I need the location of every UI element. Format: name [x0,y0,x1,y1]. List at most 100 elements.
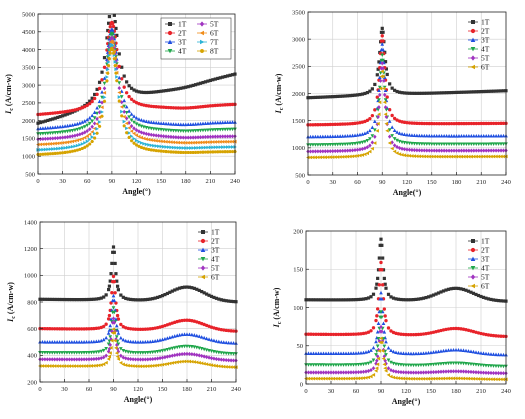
data-point [100,110,104,114]
data-point [397,145,402,151]
data-point [90,96,94,100]
data-point [128,357,133,362]
data-point [112,13,116,17]
data-point [331,370,336,375]
panel-2-x-axis-label: Angle(°) [393,188,422,197]
data-point [60,357,64,362]
data-point [374,368,378,373]
data-point [87,327,91,331]
data-point [338,142,343,147]
data-point [41,112,45,116]
data-point [114,67,118,72]
data-point [60,297,64,302]
legend-label: 1T [481,18,490,27]
panel-1-series-1T [36,13,237,125]
data-point [75,127,80,132]
data-point [48,297,52,301]
data-point [363,152,367,157]
data-point [105,75,109,79]
y-tick-label: 5000 [22,11,35,18]
data-point [175,352,179,357]
data-point [55,297,59,302]
data-point [65,150,70,154]
data-point [133,364,138,368]
data-point [117,81,122,85]
data-point [469,376,473,381]
data-point [469,290,473,294]
data-point [311,123,315,127]
data-point [501,121,506,126]
data-point [318,95,322,99]
data-point [85,103,89,108]
panel-1-series-2T [36,20,237,117]
data-point [384,318,388,323]
data-point [469,148,474,153]
data-point [119,335,123,340]
data-point [461,327,466,331]
data-point [328,95,332,99]
data-point [318,149,323,154]
data-point [477,148,481,153]
data-point [432,91,436,95]
data-point [97,124,102,128]
data-point [391,375,396,380]
legend-label: 6T [481,63,490,72]
data-point [87,115,92,120]
legend-label: 3T [178,38,187,47]
data-point [359,376,363,381]
data-point [474,121,478,126]
data-point [462,154,466,159]
data-point [83,104,87,109]
data-point [379,296,384,301]
data-point [444,361,448,366]
data-point [359,362,363,367]
data-point [203,134,208,140]
data-point [183,140,188,145]
data-point [189,359,194,364]
data-point [366,375,371,380]
data-point [82,125,87,129]
data-point [396,369,401,375]
data-point [209,363,214,367]
legend-entry-6T: 6T [198,273,220,282]
y-tick-label: 800 [27,299,37,306]
data-point [65,364,69,368]
data-point [359,369,363,375]
data-point [56,115,60,120]
data-point [94,297,98,301]
data-point [206,121,210,125]
data-point [454,121,459,126]
data-point [444,348,448,353]
data-point [346,94,350,98]
data-point [316,149,320,154]
data-point [136,351,140,355]
y-tick-label: 1000 [292,145,305,152]
data-point [72,297,76,302]
data-point [351,351,356,355]
data-point [61,146,65,150]
panel-3-series-3T [38,293,238,345]
data-point [446,376,451,381]
data-point [489,333,493,337]
data-point [382,344,387,349]
data-point [364,297,368,301]
data-point [449,327,453,331]
data-point [230,127,235,132]
data-point [501,154,506,159]
data-point [143,364,147,369]
data-point [389,360,393,365]
data-point [343,134,347,138]
data-point [228,73,232,77]
panel-3-series-1T [38,245,238,304]
data-point [102,99,107,103]
data-point [191,135,195,140]
data-point [338,148,342,153]
data-point [194,360,199,365]
data-point [112,320,117,325]
data-point [358,141,362,145]
data-point [336,94,340,99]
data-point [331,122,335,127]
data-point [491,333,496,338]
data-point [449,348,453,352]
